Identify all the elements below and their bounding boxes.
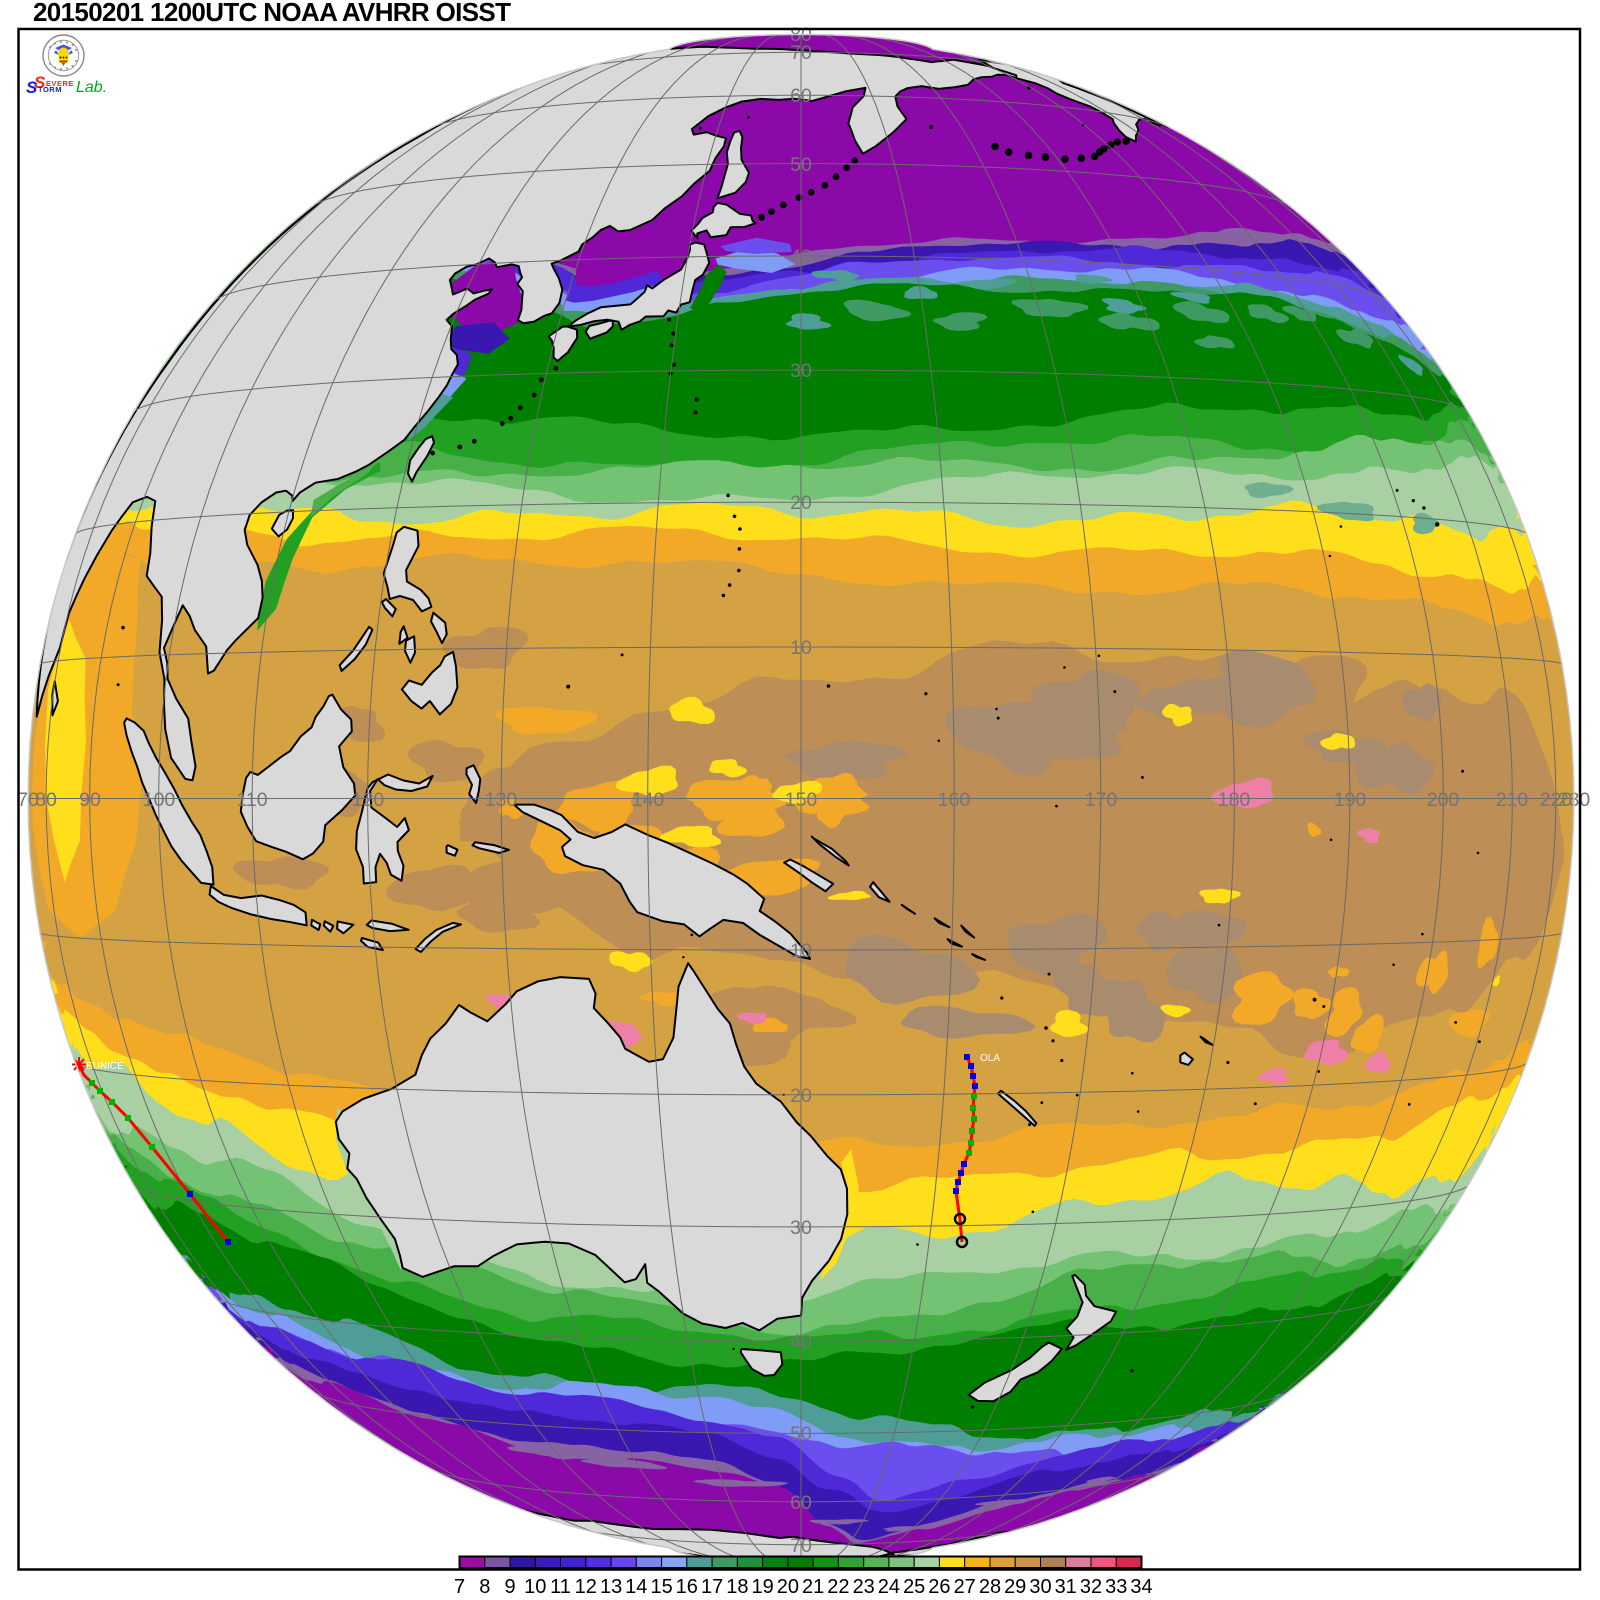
svg-text:EVERE: EVERE xyxy=(46,79,74,88)
svg-text:25: 25 xyxy=(903,1576,925,1598)
svg-text:140: 140 xyxy=(632,789,665,811)
svg-text:60: 60 xyxy=(790,1492,812,1514)
svg-text:27: 27 xyxy=(954,1576,976,1598)
svg-text:TORM: TORM xyxy=(38,85,62,94)
svg-text:110: 110 xyxy=(236,789,267,811)
svg-text:11: 11 xyxy=(550,1576,571,1598)
svg-text:13: 13 xyxy=(600,1576,622,1598)
svg-text:19: 19 xyxy=(751,1576,773,1598)
svg-text:30: 30 xyxy=(1029,1576,1051,1598)
svg-text:180: 180 xyxy=(1218,789,1251,811)
svg-text:31: 31 xyxy=(1055,1576,1077,1598)
svg-text:40: 40 xyxy=(790,246,812,268)
svg-text:10: 10 xyxy=(790,637,812,659)
svg-text:26: 26 xyxy=(928,1576,950,1598)
svg-text:60: 60 xyxy=(790,85,812,107)
svg-text:10: 10 xyxy=(790,940,812,962)
svg-text:160: 160 xyxy=(938,789,971,811)
svg-text:40: 40 xyxy=(790,1331,812,1353)
svg-text:S: S xyxy=(26,78,38,97)
svg-text:14: 14 xyxy=(625,1576,647,1598)
svg-text:100: 100 xyxy=(143,789,176,811)
svg-text:80: 80 xyxy=(35,789,57,811)
svg-text:50: 50 xyxy=(790,1423,812,1445)
svg-text:17: 17 xyxy=(701,1576,723,1598)
svg-text:130: 130 xyxy=(485,789,518,811)
svg-text:70: 70 xyxy=(790,42,812,64)
svg-text:34: 34 xyxy=(1130,1576,1152,1598)
svg-text:OLA: OLA xyxy=(980,1053,1000,1064)
svg-text:170: 170 xyxy=(1085,789,1118,811)
svg-text:7: 7 xyxy=(454,1576,465,1598)
svg-text:20: 20 xyxy=(777,1576,799,1598)
svg-text:20: 20 xyxy=(790,1085,812,1107)
svg-text:210: 210 xyxy=(1496,789,1529,811)
svg-text:30: 30 xyxy=(790,360,812,382)
svg-text:200: 200 xyxy=(1427,789,1460,811)
svg-text:21: 21 xyxy=(802,1576,824,1598)
svg-text:30: 30 xyxy=(790,1217,812,1239)
svg-text:28: 28 xyxy=(979,1576,1001,1598)
svg-text:90: 90 xyxy=(79,789,101,811)
svg-text:Lab.: Lab. xyxy=(76,79,107,96)
svg-text:18: 18 xyxy=(726,1576,748,1598)
svg-text:9: 9 xyxy=(504,1576,515,1598)
svg-text:150: 150 xyxy=(785,789,818,811)
svg-text:20: 20 xyxy=(790,492,812,514)
svg-text:16: 16 xyxy=(676,1576,698,1598)
svg-text:EUNICE: EUNICE xyxy=(86,1061,124,1072)
svg-text:190: 190 xyxy=(1334,789,1367,811)
svg-text:S: S xyxy=(34,73,46,92)
svg-text:120: 120 xyxy=(352,789,385,811)
svg-text:22: 22 xyxy=(827,1576,849,1598)
svg-text:220: 220 xyxy=(1540,789,1573,811)
svg-text:10: 10 xyxy=(524,1576,546,1598)
svg-text:50: 50 xyxy=(790,154,812,176)
svg-text:32: 32 xyxy=(1080,1576,1102,1598)
svg-text:8: 8 xyxy=(479,1576,490,1598)
svg-text:70: 70 xyxy=(790,1535,812,1557)
svg-text:15: 15 xyxy=(650,1576,672,1598)
svg-text:24: 24 xyxy=(878,1576,900,1598)
svg-text:29: 29 xyxy=(1004,1576,1026,1598)
svg-text:20150201 1200UTC NOAA AVHRR OI: 20150201 1200UTC NOAA AVHRR OISST xyxy=(33,0,511,27)
svg-text:12: 12 xyxy=(575,1576,597,1598)
svg-text:33: 33 xyxy=(1105,1576,1127,1598)
svg-text:23: 23 xyxy=(853,1576,875,1598)
